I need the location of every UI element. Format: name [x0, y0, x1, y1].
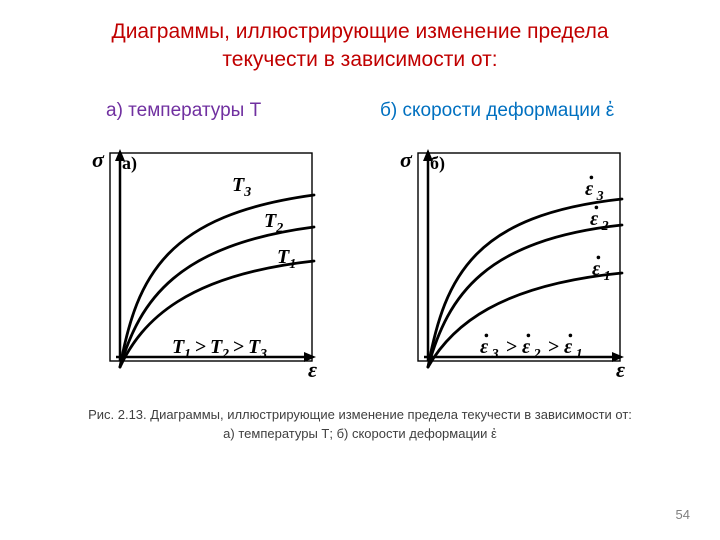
svg-text:2: 2: [601, 219, 609, 234]
caption-line2: а) температуры Т; б) скорости деформации…: [223, 426, 497, 441]
svg-text:T1: T1: [277, 246, 296, 272]
diagrams-svg: а)σεT3T2T1T1>T2>T3б)σεε3ε2ε1ε3>ε2>ε1: [70, 135, 650, 395]
page-number: 54: [676, 507, 690, 522]
svg-text:σ: σ: [400, 147, 413, 172]
svg-text:>: >: [195, 336, 206, 358]
svg-text:2: 2: [221, 347, 229, 362]
subtitle-a: а) температуры Т: [106, 100, 261, 123]
svg-text:3: 3: [596, 189, 604, 204]
svg-text:1: 1: [576, 347, 583, 362]
diagrams-container: а)σεT3T2T1T1>T2>T3б)σεε3ε2ε1ε3>ε2>ε1: [70, 135, 650, 395]
svg-text:>: >: [233, 336, 244, 358]
svg-text:а): а): [122, 153, 137, 174]
svg-text:2: 2: [533, 347, 541, 362]
svg-text:σ: σ: [92, 147, 105, 172]
svg-text:3: 3: [491, 347, 499, 362]
svg-text:б): б): [430, 153, 445, 174]
svg-text:ε: ε: [564, 336, 573, 358]
svg-text:ε: ε: [308, 357, 317, 382]
svg-text:T2: T2: [264, 210, 283, 236]
svg-text:3: 3: [259, 347, 267, 362]
svg-text:>: >: [506, 336, 517, 358]
svg-text:ε: ε: [590, 208, 599, 230]
svg-text:ε: ε: [480, 336, 489, 358]
slide-title: Диаграммы, иллюстрирующие изменение пред…: [0, 18, 720, 75]
svg-text:1: 1: [604, 269, 611, 284]
title-line2: текучести в зависимости от:: [222, 48, 497, 71]
figure-caption: Рис. 2.13. Диаграммы, иллюстрирующие изм…: [0, 406, 720, 444]
svg-text:ε: ε: [592, 258, 601, 280]
svg-text:ε: ε: [585, 178, 594, 200]
svg-text:T3: T3: [232, 174, 251, 200]
title-line1: Диаграммы, иллюстрирующие изменение пред…: [111, 20, 608, 43]
svg-text:ε: ε: [522, 336, 531, 358]
subtitle-b: б) скорости деформации ἐ: [380, 100, 614, 123]
svg-text:ε: ε: [616, 357, 625, 382]
svg-text:>: >: [548, 336, 559, 358]
svg-text:1: 1: [184, 347, 191, 362]
caption-line1: Рис. 2.13. Диаграммы, иллюстрирующие изм…: [88, 407, 632, 422]
